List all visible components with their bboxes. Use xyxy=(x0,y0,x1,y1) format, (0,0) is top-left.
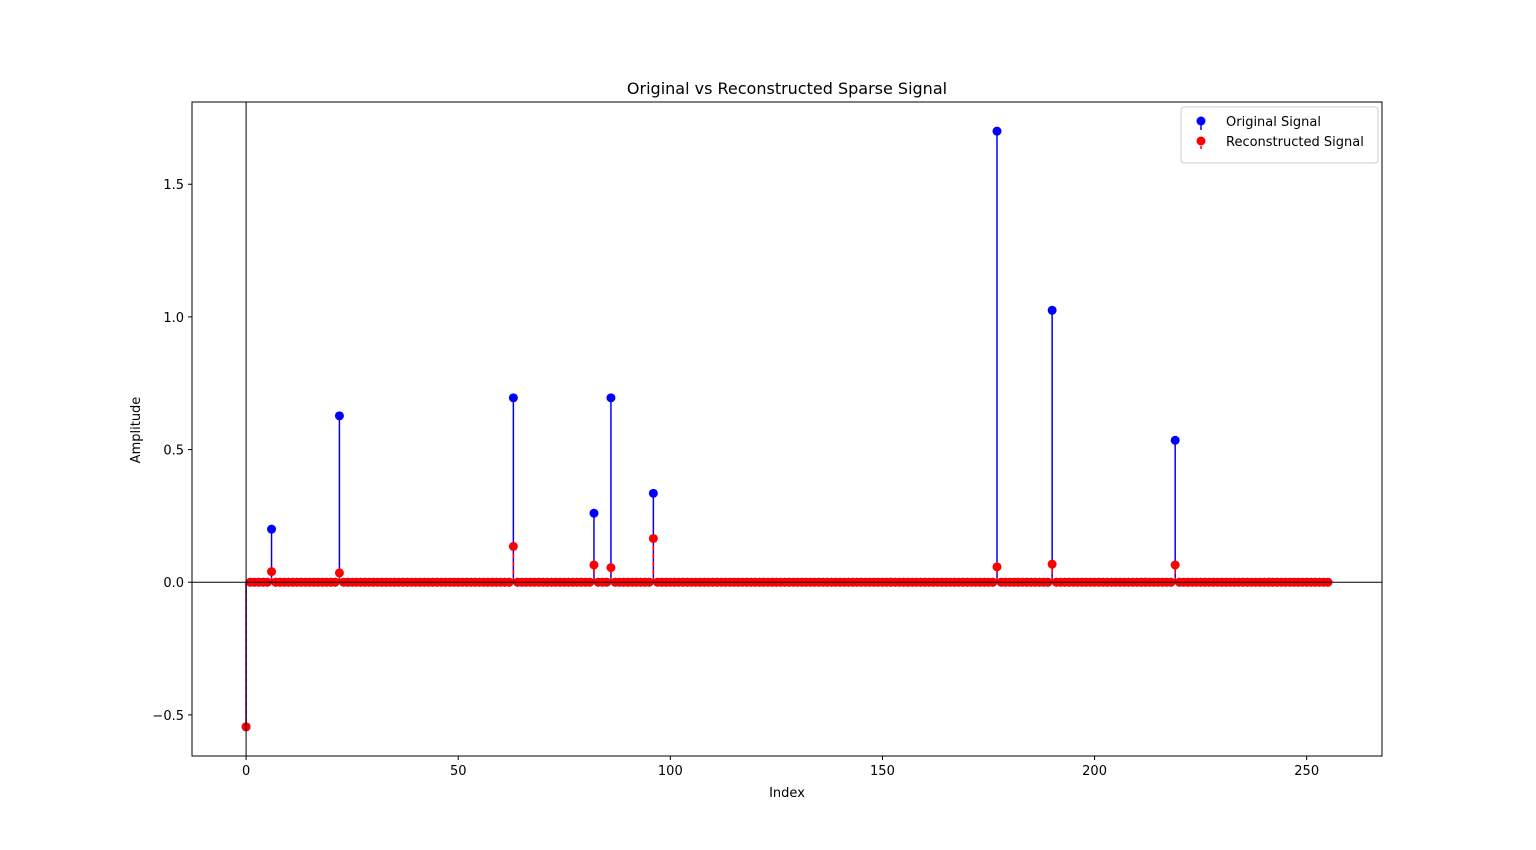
original-marker xyxy=(267,524,277,534)
x-tick-label: 250 xyxy=(1294,764,1319,779)
legend-label: Reconstructed Signal xyxy=(1226,135,1364,150)
original-markers xyxy=(241,126,1333,732)
y-tick-label: 1.5 xyxy=(163,178,184,193)
chart-title: Original vs Reconstructed Sparse Signal xyxy=(627,79,947,98)
plot-frame xyxy=(191,101,1383,757)
reconstructed-marker xyxy=(1170,560,1180,570)
original-marker xyxy=(992,126,1002,136)
y-tick-label: 1.0 xyxy=(163,311,184,326)
x-tick-label: 100 xyxy=(658,764,683,779)
reconstructed-markers xyxy=(241,533,1333,732)
reconstructed-marker xyxy=(606,563,616,573)
x-tick-label: 0 xyxy=(242,764,250,779)
y-axis: −0.5 0.0 0.5 1.0 1.5 xyxy=(152,178,192,724)
x-tick-label: 200 xyxy=(1082,764,1107,779)
y-axis-label: Amplitude xyxy=(129,397,144,464)
x-axis-label: Index xyxy=(769,786,805,801)
reconstructed-marker xyxy=(1047,559,1057,569)
reconstructed-marker xyxy=(508,541,518,551)
original-marker xyxy=(648,488,658,498)
legend-swatch-marker xyxy=(1196,136,1206,146)
legend: Original Signal Reconstructed Signal xyxy=(1180,106,1379,164)
y-tick-label: 0.0 xyxy=(163,576,184,591)
reconstructed-stems xyxy=(245,538,1176,727)
original-stems xyxy=(245,131,1176,727)
y-tick-label: 0.5 xyxy=(163,444,184,459)
reconstructed-marker xyxy=(334,568,344,578)
original-marker xyxy=(606,393,616,403)
original-marker xyxy=(334,411,344,421)
y-tick-label: −0.5 xyxy=(152,709,184,724)
x-tick-label: 50 xyxy=(450,764,467,779)
reconstructed-marker xyxy=(589,560,599,570)
reconstructed-marker xyxy=(267,567,277,577)
legend-box xyxy=(1180,106,1379,164)
original-marker xyxy=(1170,435,1180,445)
reconstructed-marker xyxy=(648,533,658,543)
legend-label: Original Signal xyxy=(1226,115,1321,130)
x-axis: 0 50 100 150 200 250 xyxy=(242,756,1319,779)
legend-swatch-marker xyxy=(1196,116,1206,126)
original-marker xyxy=(508,393,518,403)
plot-area xyxy=(192,126,1382,732)
original-marker xyxy=(589,508,599,518)
original-marker xyxy=(1047,305,1057,315)
x-tick-label: 150 xyxy=(870,764,895,779)
reconstructed-marker xyxy=(992,562,1002,572)
